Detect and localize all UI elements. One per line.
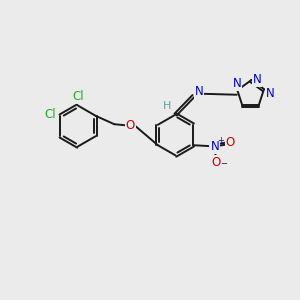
Text: +: + [217, 136, 224, 145]
Text: H: H [163, 101, 171, 111]
Text: Cl: Cl [44, 108, 56, 121]
Text: O: O [126, 119, 135, 132]
Text: N: N [210, 140, 219, 153]
Text: −: − [220, 159, 227, 168]
Text: N: N [194, 85, 203, 98]
Text: N: N [253, 73, 262, 86]
Text: O: O [212, 156, 221, 169]
Text: N: N [232, 77, 241, 90]
Text: O: O [226, 136, 235, 149]
Text: N: N [266, 87, 274, 100]
Text: Cl: Cl [73, 90, 84, 103]
